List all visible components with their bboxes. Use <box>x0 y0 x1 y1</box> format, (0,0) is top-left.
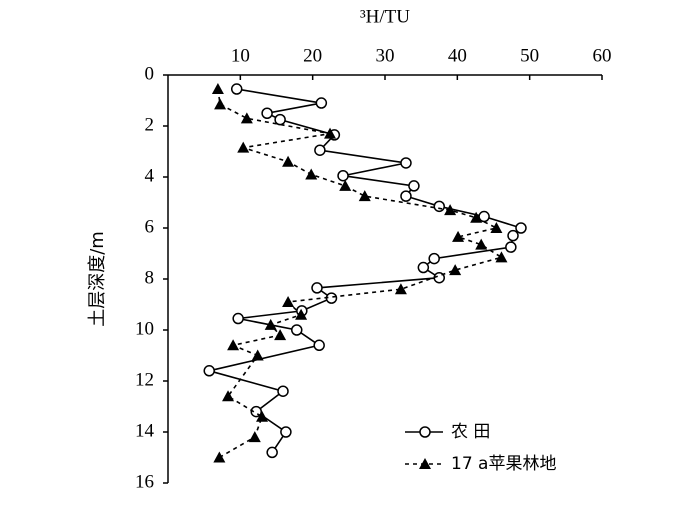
x-tick-label: 60 <box>593 45 612 66</box>
data-point <box>274 113 286 126</box>
y-tick-label: 14 <box>135 420 155 441</box>
data-point <box>237 141 250 153</box>
series-line <box>209 88 523 453</box>
data-point <box>313 339 325 352</box>
data-point <box>280 426 292 438</box>
data-point <box>339 179 352 191</box>
data-point <box>470 211 483 223</box>
data-point <box>227 339 240 351</box>
legend-label: 农 田 <box>451 422 490 442</box>
x-tick-label: 50 <box>520 45 539 66</box>
y-tick-label: 0 <box>145 63 155 84</box>
x-tick-label: 10 <box>231 45 250 66</box>
data-point <box>311 282 323 294</box>
x-tick-label: 40 <box>448 45 467 66</box>
data-point <box>251 349 264 361</box>
data-point <box>490 222 503 233</box>
x-axis-label: ³H/TU <box>360 6 410 27</box>
data-point <box>515 222 527 234</box>
data-point <box>337 169 349 182</box>
data-point <box>475 238 488 250</box>
data-point <box>433 200 445 213</box>
data-point <box>274 329 287 341</box>
y-tick-label: 16 <box>135 471 154 492</box>
y-tick-label: 8 <box>145 267 155 288</box>
data-point <box>444 204 457 216</box>
data-point <box>291 324 303 336</box>
data-point <box>277 385 289 397</box>
data-point <box>240 112 253 124</box>
data-point <box>358 190 371 202</box>
data-point <box>214 98 227 110</box>
y-tick-label: 10 <box>135 318 154 339</box>
data-point <box>505 241 517 253</box>
legend-marker <box>419 458 431 469</box>
data-point <box>400 190 412 202</box>
legend-marker <box>419 426 431 438</box>
data-point <box>305 168 318 180</box>
data-point <box>222 390 235 402</box>
data-point <box>282 155 295 167</box>
data-point <box>478 210 490 223</box>
data-point <box>203 365 215 377</box>
y-tick-label: 2 <box>145 114 155 135</box>
data-point <box>400 157 412 169</box>
data-point <box>261 107 273 119</box>
data-point <box>256 410 269 422</box>
y-tick-label: 6 <box>145 216 155 237</box>
data-point <box>428 252 440 265</box>
data-point <box>266 446 278 459</box>
data-point <box>282 295 295 307</box>
legend-label: 17 a苹果林地 <box>451 454 556 474</box>
data-point <box>315 97 328 109</box>
x-tick-label: 30 <box>376 45 395 66</box>
y-tick-label: 4 <box>145 165 155 186</box>
y-axis-label: 土层深度/m <box>87 231 108 327</box>
data-point <box>213 451 226 463</box>
data-point <box>449 264 462 276</box>
data-point <box>230 83 243 95</box>
data-point <box>314 144 326 156</box>
data-point <box>452 230 465 242</box>
data-point <box>211 83 224 95</box>
data-point <box>417 261 430 274</box>
x-tick-label: 20 <box>303 45 322 66</box>
data-point <box>507 229 519 242</box>
data-point <box>394 283 407 295</box>
data-point <box>248 431 261 443</box>
data-point <box>295 308 308 320</box>
data-point <box>324 127 337 139</box>
data-point <box>408 180 420 192</box>
series-line <box>217 88 504 459</box>
data-point <box>232 312 244 325</box>
data-point <box>264 318 277 330</box>
data-point <box>495 251 508 263</box>
y-tick-label: 12 <box>135 369 154 390</box>
